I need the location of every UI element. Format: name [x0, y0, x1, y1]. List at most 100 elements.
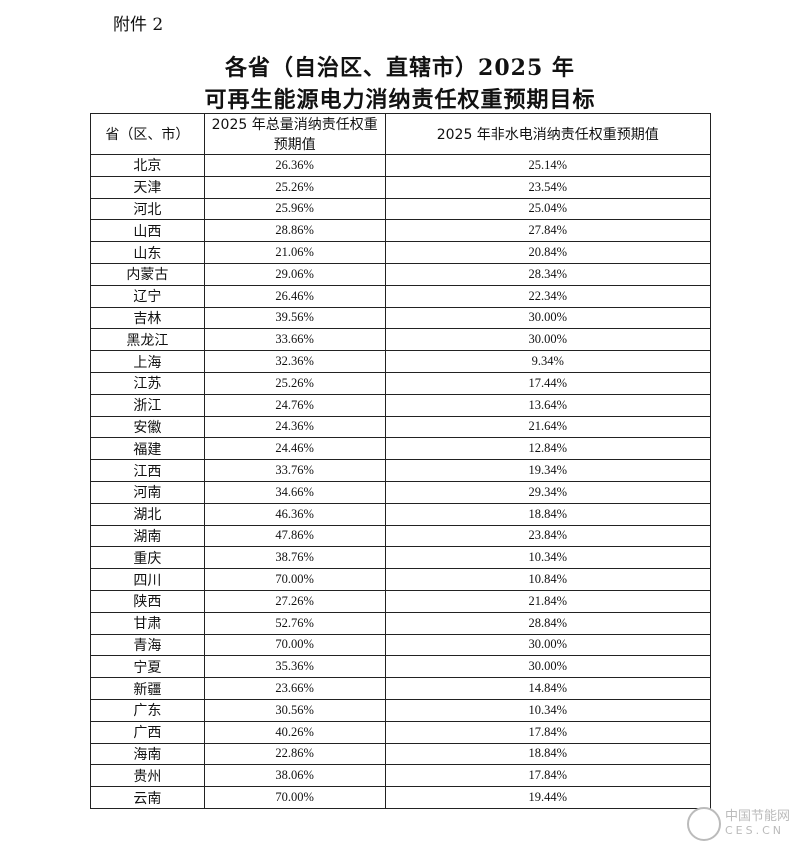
watermark-en: CES.CN: [724, 824, 785, 837]
cell-nonhydro-weight: 10.34%: [384, 546, 712, 570]
cell-nonhydro-weight: 27.84%: [384, 219, 712, 243]
cell-nonhydro-weight: 12.84%: [384, 437, 712, 461]
cell-total-weight: 23.66%: [203, 677, 386, 700]
cell-total-weight: 24.46%: [203, 437, 386, 461]
cell-nonhydro-weight: 23.84%: [384, 524, 712, 548]
table-row: 广西 40.26% 17.84%: [90, 720, 712, 744]
cell-total-weight: 24.76%: [203, 393, 386, 417]
table-row: 上海 32.36% 9.34%: [90, 350, 712, 373]
cell-province: 贵州: [90, 764, 205, 788]
cell-nonhydro-weight: 23.54%: [384, 175, 712, 199]
cell-total-weight: 70.00%: [203, 633, 386, 657]
header-total-weight: 2025 年总量消纳责任权重预期值: [203, 113, 386, 155]
header-nonhydro-weight: 2025 年非水电消纳责任权重预期值: [384, 113, 712, 155]
cell-nonhydro-weight: 29.34%: [384, 480, 712, 504]
cell-nonhydro-weight: 28.34%: [384, 262, 712, 286]
cell-total-weight: 29.06%: [203, 262, 386, 286]
cell-nonhydro-weight: 13.64%: [384, 393, 712, 417]
header-province: 省（区、市）: [90, 113, 205, 155]
cell-total-weight: 24.36%: [203, 415, 386, 439]
cell-nonhydro-weight: 19.44%: [384, 786, 712, 809]
cell-province: 内蒙古: [90, 262, 205, 286]
table-row: 福建 24.46% 12.84%: [90, 437, 712, 461]
cell-province: 浙江: [90, 393, 205, 417]
cell-province: 河北: [90, 197, 205, 221]
cell-nonhydro-weight: 30.00%: [384, 633, 712, 657]
table-row: 甘肃 52.76% 28.84%: [90, 611, 712, 635]
table-row: 浙江 24.76% 13.64%: [90, 393, 712, 417]
cell-total-weight: 39.56%: [203, 306, 386, 330]
cell-province: 云南: [90, 786, 205, 809]
table-row: 陕西 27.26% 21.84%: [90, 589, 712, 613]
table-row: 青海 70.00% 30.00%: [90, 633, 712, 657]
table-row: 四川 70.00% 10.84%: [90, 568, 712, 591]
cell-nonhydro-weight: 20.84%: [384, 241, 712, 264]
cell-nonhydro-weight: 30.00%: [384, 655, 712, 679]
cell-nonhydro-weight: 14.84%: [384, 677, 712, 700]
watermark-logo-icon: [686, 807, 721, 841]
cell-total-weight: 40.26%: [203, 720, 386, 744]
cell-province: 山东: [90, 241, 205, 264]
cell-province: 青海: [90, 633, 205, 657]
cell-province: 江苏: [90, 371, 205, 395]
cell-province: 上海: [90, 350, 205, 373]
cell-nonhydro-weight: 17.84%: [384, 720, 712, 744]
cell-total-weight: 25.26%: [203, 371, 386, 395]
cell-total-weight: 70.00%: [203, 786, 386, 809]
cell-province: 北京: [90, 154, 205, 177]
table-row: 河南 34.66% 29.34%: [90, 480, 712, 504]
cell-total-weight: 26.36%: [203, 154, 386, 177]
cell-province: 安徽: [90, 415, 205, 439]
table-row: 河北 25.96% 25.04%: [90, 197, 712, 221]
table-row: 安徽 24.36% 21.64%: [90, 415, 712, 439]
table-row: 云南 70.00% 19.44%: [90, 786, 712, 809]
cell-nonhydro-weight: 21.64%: [384, 415, 712, 439]
table-row: 江苏 25.26% 17.44%: [90, 371, 712, 395]
cell-nonhydro-weight: 17.84%: [384, 764, 712, 788]
table-row: 山西 28.86% 27.84%: [90, 219, 712, 243]
cell-nonhydro-weight: 25.04%: [384, 197, 712, 221]
cell-province: 湖南: [90, 524, 205, 548]
cell-province: 吉林: [90, 306, 205, 330]
cell-nonhydro-weight: 21.84%: [384, 589, 712, 613]
cell-nonhydro-weight: 18.84%: [384, 502, 712, 526]
cell-province: 湖北: [90, 502, 205, 526]
table-row: 湖南 47.86% 23.84%: [90, 524, 712, 548]
cell-total-weight: 28.86%: [203, 219, 386, 243]
cell-province: 新疆: [90, 677, 205, 700]
cell-total-weight: 30.56%: [203, 698, 386, 722]
cell-total-weight: 32.36%: [203, 350, 386, 373]
cell-province: 甘肃: [90, 611, 205, 635]
cell-total-weight: 25.96%: [203, 197, 386, 221]
cell-nonhydro-weight: 17.44%: [384, 371, 712, 395]
cell-total-weight: 38.76%: [203, 546, 386, 570]
cell-province: 辽宁: [90, 284, 205, 308]
cell-total-weight: 26.46%: [203, 284, 386, 308]
cell-total-weight: 52.76%: [203, 611, 386, 635]
cell-nonhydro-weight: 30.00%: [384, 328, 712, 352]
cell-total-weight: 34.66%: [203, 480, 386, 504]
document-title-line1: 各省（自治区、直辖市）2025 年: [225, 55, 575, 81]
attachment-label: 附件 2: [113, 15, 164, 35]
table-row: 宁夏 35.36% 30.00%: [90, 655, 712, 679]
table-row: 黑龙江 33.66% 30.00%: [90, 328, 712, 352]
cell-total-weight: 70.00%: [203, 568, 386, 591]
cell-province: 河南: [90, 480, 205, 504]
cell-province: 广西: [90, 720, 205, 744]
cell-total-weight: 33.66%: [203, 328, 386, 352]
cell-total-weight: 46.36%: [203, 502, 386, 526]
cell-nonhydro-weight: 30.00%: [384, 306, 712, 330]
table-row: 海南 22.86% 18.84%: [90, 742, 712, 766]
table-row: 江西 33.76% 19.34%: [90, 459, 712, 482]
table-row: 天津 25.26% 23.54%: [90, 175, 712, 199]
cell-total-weight: 21.06%: [203, 241, 386, 264]
table-header-row: 省（区、市） 2025 年总量消纳责任权重预期值 2025 年非水电消纳责任权重…: [90, 113, 712, 155]
cell-total-weight: 22.86%: [203, 742, 386, 766]
table-row: 贵州 38.06% 17.84%: [90, 764, 712, 788]
cell-nonhydro-weight: 22.34%: [384, 284, 712, 308]
cell-total-weight: 38.06%: [203, 764, 386, 788]
cell-province: 天津: [90, 175, 205, 199]
cell-nonhydro-weight: 19.34%: [384, 459, 712, 482]
cell-total-weight: 25.26%: [203, 175, 386, 199]
table-row: 内蒙古 29.06% 28.34%: [90, 262, 712, 286]
